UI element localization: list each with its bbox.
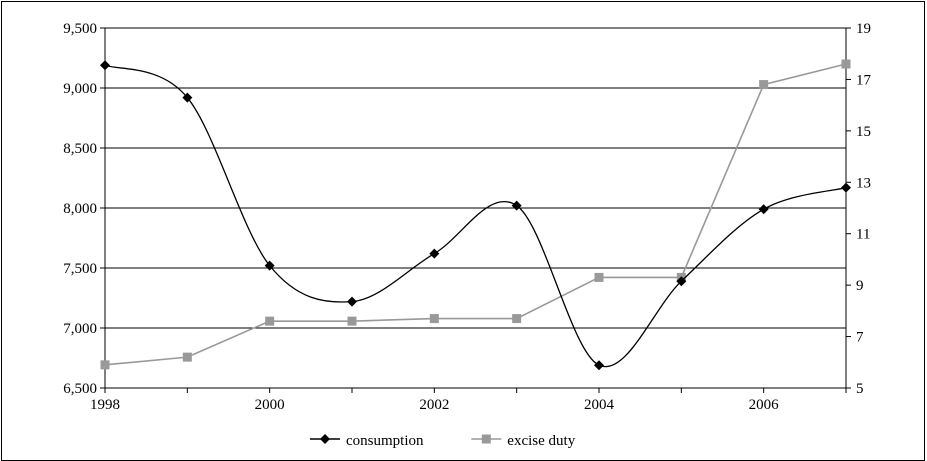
x-tick-label: 1998 xyxy=(90,397,120,413)
y-right-tick-label: 13 xyxy=(856,175,871,191)
y-left-tick-label: 7,500 xyxy=(63,261,97,277)
series-layer xyxy=(100,59,851,371)
y-left-tick-label: 6,500 xyxy=(63,381,97,397)
consumption-point xyxy=(841,182,851,193)
y-left-tick-label: 8,000 xyxy=(63,201,97,217)
excise-duty-point xyxy=(429,314,439,324)
gridlines xyxy=(105,27,846,389)
consumption-point xyxy=(100,60,110,71)
excise-duty-point xyxy=(347,316,357,326)
excise-duty-point xyxy=(182,352,192,362)
excise-duty-point xyxy=(841,59,851,69)
consumption-point xyxy=(264,260,275,271)
excise-duty-point xyxy=(512,314,522,324)
consumption-point xyxy=(511,200,522,211)
y-right-tick-label: 17 xyxy=(856,72,872,88)
legend: consumption excise duty xyxy=(310,433,576,449)
y-right-tick-label: 9 xyxy=(856,278,864,294)
y-left-tick-label: 8,500 xyxy=(63,141,97,157)
consumption-point xyxy=(347,296,357,307)
legend-label-consumption: consumption xyxy=(346,433,424,449)
consumption-point xyxy=(758,204,769,215)
y-right-tick-label: 7 xyxy=(856,330,864,346)
x-tick-label: 2006 xyxy=(749,397,780,413)
consumption-point xyxy=(182,92,193,103)
x-tick-label: 2000 xyxy=(255,397,285,413)
axes: 6,500 7,000 7,500 8,000 8,500 9,000 9,500 5 7 9 11… xyxy=(63,21,871,413)
excise-duty-point xyxy=(100,360,110,370)
y-right-tick-label: 19 xyxy=(856,21,871,37)
consumption-point xyxy=(594,360,604,371)
excise-duty-line xyxy=(104,63,847,366)
legend-item-consumption: consumption xyxy=(310,433,424,449)
legend-item-excise-duty: excise duty xyxy=(471,433,576,449)
y-right-tick-label: 15 xyxy=(856,124,871,140)
legend-marker-consumption xyxy=(320,434,330,444)
excise-duty-point xyxy=(265,316,275,326)
y-right-tick-label: 11 xyxy=(856,227,870,243)
consumption-line xyxy=(104,64,847,368)
x-tick-label: 2004 xyxy=(584,397,615,413)
legend-label-excise-duty: excise duty xyxy=(507,433,575,449)
x-tick-label: 2002 xyxy=(419,397,449,413)
y-right-tick-label: 5 xyxy=(856,381,864,397)
consumption-point xyxy=(676,276,687,287)
y-left-tick-label: 9,500 xyxy=(63,21,97,37)
legend-marker-excise-duty xyxy=(481,434,491,444)
y-left-tick-label: 7,000 xyxy=(63,321,97,337)
y-left-tick-label: 9,000 xyxy=(63,81,97,97)
consumption-point xyxy=(429,248,440,259)
excise-duty-point xyxy=(594,272,604,282)
excise-duty-point xyxy=(759,80,769,90)
